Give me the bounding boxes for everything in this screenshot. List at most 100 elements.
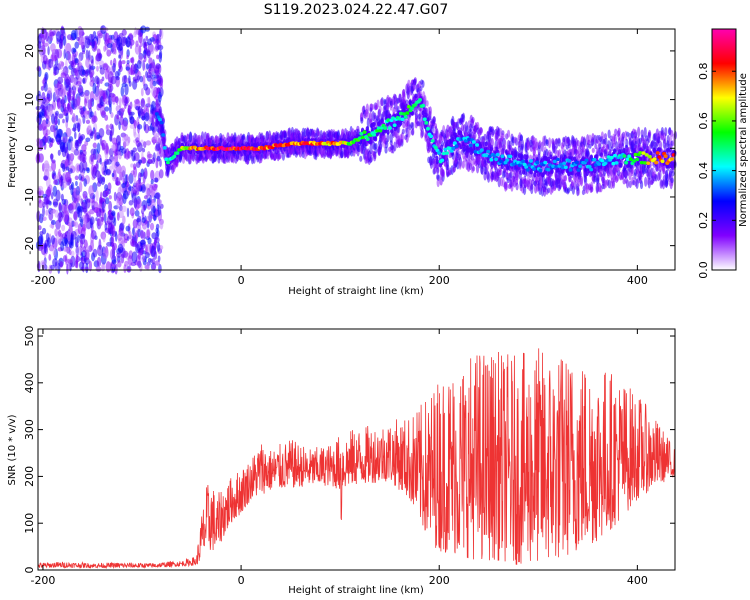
noise-cell [60,25,65,35]
noise-cell [71,114,77,124]
noise-cell [100,164,106,172]
noise-cell [120,112,124,119]
halo-cell [471,116,475,124]
noise-cell [116,252,122,258]
ridge-edge-cell [550,168,554,174]
halo-cell [547,137,552,149]
halo-cell [442,124,446,136]
halo-cell [402,98,407,104]
ridge-cell [161,133,166,137]
halo-cell [596,173,600,185]
noise-cell [45,102,49,111]
noise-cell [73,188,80,199]
noise-cell [73,210,78,221]
noise-cell [67,171,71,180]
halo-cell [420,127,425,138]
noise-cell [99,135,103,146]
halo-cell [563,174,568,182]
noise-cell [128,200,134,206]
halo-cell [643,127,647,138]
halo-cell [219,132,223,141]
noise-cell [88,63,92,75]
noise-cell [149,194,152,206]
halo-cell [624,170,628,178]
noise-cell [57,118,61,126]
noise-cell [98,60,105,67]
halo-cell [433,166,437,174]
halo-cell [374,143,378,149]
noise-cell [52,92,56,103]
halo-cell [396,125,401,134]
ridge-edge-cell [410,110,415,116]
noise-cell [147,153,153,159]
noise-cell [159,203,164,209]
noise-cell [81,50,86,55]
noise-cell [104,68,110,80]
noise-cell [140,108,143,115]
halo-cell [617,127,621,137]
noise-cell [44,73,48,84]
noise-cell [150,258,153,264]
noise-cell [71,127,77,132]
noise-cell [115,95,119,106]
halo-cell [428,106,432,116]
noise-cell [50,235,56,245]
noise-cell [65,166,70,171]
noise-cell [87,198,91,203]
noise-cell [149,43,155,55]
halo-cell [486,172,491,183]
halo-cell [458,159,462,170]
noise-cell [58,60,64,70]
halo-cell [283,131,287,139]
noise-cell [75,254,79,265]
noise-cell [136,75,141,81]
noise-cell [138,32,143,44]
halo-cell [379,98,384,107]
halo-cell [591,147,595,153]
noise-cell [121,60,126,65]
ridge-cell [164,157,169,161]
noise-cell [148,63,153,69]
halo-cell [317,130,321,137]
halo-cell [430,124,434,135]
noise-cell [146,49,151,59]
halo-cell [531,179,535,186]
halo-cell [654,174,658,182]
noise-cell [151,115,155,126]
noise-cell [107,95,111,106]
noise-cell [53,66,60,76]
halo-cell [630,166,634,174]
noise-cell [151,232,157,240]
noise-cell [99,191,103,204]
noise-cell [149,222,155,231]
noise-cell [143,204,146,210]
noise-cell [74,122,79,129]
halo-cell [519,179,523,189]
noise-cell [59,261,64,268]
noise-cell [105,169,111,175]
noise-cell [140,88,144,97]
noise-cell [111,124,115,136]
halo-cell [498,166,502,173]
noise-cell [152,80,157,87]
noise-cell [77,77,83,84]
noise-cell [79,239,84,249]
noise-cell [140,249,144,254]
noise-cell [38,234,44,246]
noise-cell [150,108,154,115]
noise-cell [111,210,116,217]
halo-cell [448,169,452,176]
noise-cell [80,218,84,228]
noise-cell [68,250,72,256]
halo-cell [666,134,670,146]
noise-cell [60,72,66,78]
noise-cell [83,205,87,214]
figure-title: S119.2023.024.22.47.G07 [264,2,449,18]
noise-cell [110,235,115,247]
noise-cell [127,255,133,266]
halo-cell [371,103,375,110]
noise-cell [81,144,87,152]
noise-cell [106,124,110,130]
noise-cell [86,125,92,135]
noise-cell [46,87,52,94]
